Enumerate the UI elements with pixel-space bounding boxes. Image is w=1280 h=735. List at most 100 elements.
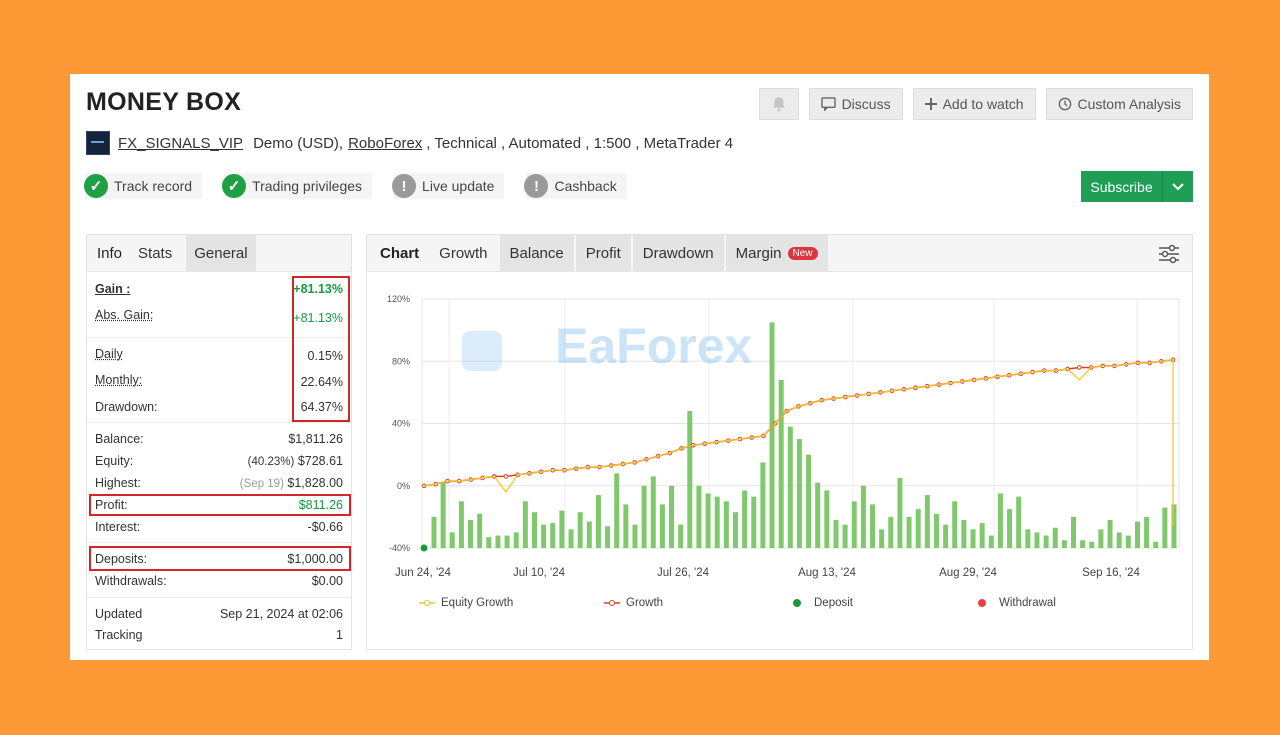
stat-highest: Highest: (Sep 19) $1,828.00 — [95, 476, 343, 490]
profit-bar — [888, 516, 894, 548]
divider — [87, 337, 351, 338]
profit-bar — [513, 532, 519, 548]
profit-bar — [1043, 535, 1049, 548]
growth-chart: 120% 80% 40% 0% -40% Jun 24, '24 Jul 10, '24 Ju… — [387, 294, 1180, 579]
stat-label[interactable]: Daily — [95, 347, 123, 361]
legend-equity-growth[interactable]: Equity Growth — [419, 597, 513, 609]
profit-bar — [1116, 532, 1122, 548]
tab-chart[interactable]: Chart — [380, 244, 420, 262]
owner-link[interactable]: FX_SIGNALS_VIP — [118, 134, 244, 152]
stat-interest: Interest: -$0.66 — [95, 520, 343, 534]
profit-bar — [449, 532, 455, 548]
profit-bar — [678, 524, 684, 548]
profit-bar — [705, 493, 711, 548]
profit-bar — [696, 485, 702, 548]
stat-value: $1,000.00 — [287, 552, 343, 566]
tab-stats[interactable]: Stats — [138, 244, 173, 262]
badge-label: Live update — [422, 178, 495, 194]
stat-label: Equity: — [95, 454, 134, 468]
watermark-logo — [462, 331, 502, 371]
subscribe-label: Subscribe — [1090, 178, 1153, 195]
broker-link[interactable]: RoboForex — [348, 134, 423, 152]
add-to-watch-label: Add to watch — [942, 96, 1024, 112]
tab-general[interactable]: General — [186, 235, 256, 271]
chart-settings-button[interactable] — [1158, 244, 1180, 269]
profit-bar — [541, 524, 547, 548]
stat-label: Drawdown: — [95, 400, 158, 414]
discuss-button[interactable]: Discuss — [808, 88, 903, 120]
subscribe-dropdown[interactable] — [1162, 171, 1193, 202]
profit-bar — [988, 535, 994, 548]
stat-tracking: Tracking 1 — [95, 628, 343, 642]
profit-bar — [687, 411, 693, 548]
profit-bar — [458, 501, 464, 548]
profit-bar — [468, 519, 474, 548]
highlight-gain-box — [292, 276, 350, 422]
profit-bar — [943, 524, 949, 548]
stat-balance: Balance: $1,811.26 — [95, 432, 343, 446]
profit-bar — [1162, 507, 1168, 548]
profit-bar — [915, 509, 921, 548]
stat-label[interactable]: Monthly: — [95, 373, 143, 387]
stat-highest-date: (Sep 19) — [239, 478, 284, 490]
profit-bar — [1153, 541, 1159, 548]
legend-growth[interactable]: Growth — [604, 597, 663, 609]
profit-bar — [1089, 541, 1095, 548]
tab-drawdown[interactable]: Drawdown — [632, 235, 724, 271]
stats-tabs: Info Stats General — [87, 235, 351, 272]
x-tick-label: Sep 16, '24 — [1082, 567, 1140, 579]
tab-profit[interactable]: Profit — [575, 235, 631, 271]
stat-value: 22.64% — [300, 375, 343, 389]
stat-withdrawals: Withdrawals: $0.00 — [95, 574, 343, 588]
tab-margin-label: Margin — [735, 244, 782, 262]
sliders-icon — [1159, 244, 1179, 264]
profit-bar — [1144, 516, 1150, 548]
stat-label: Balance: — [95, 432, 144, 446]
profit-bar — [495, 535, 501, 548]
profit-bar — [970, 529, 976, 548]
profit-bar — [522, 501, 528, 548]
stat-value: $811.26 — [298, 498, 343, 512]
profit-bar — [906, 516, 912, 548]
stat-value: -$0.66 — [307, 520, 343, 534]
custom-analysis-button[interactable]: Custom Analysis — [1045, 88, 1193, 120]
legend-label: Equity Growth — [441, 597, 514, 609]
tab-growth[interactable]: Growth — [439, 244, 488, 262]
profit-bar — [568, 529, 574, 548]
tab-balance[interactable]: Balance — [499, 235, 574, 271]
subscribe-button[interactable]: Subscribe — [1081, 171, 1193, 202]
profit-bar — [879, 529, 885, 548]
stat-label: Profit: — [95, 498, 128, 512]
signal-logo — [86, 131, 110, 155]
y-tick-label: 80% — [392, 356, 410, 366]
tab-info[interactable]: Info — [97, 244, 123, 262]
legend-deposit-marker — [793, 599, 801, 607]
profit-bar — [1125, 535, 1131, 548]
profit-bar — [1080, 540, 1086, 548]
profit-bar — [486, 537, 492, 548]
discuss-label: Discuss — [841, 96, 891, 112]
warning-icon: ! — [392, 174, 417, 198]
legend-deposit[interactable]: Deposit — [792, 597, 853, 609]
stat-label[interactable]: Gain : — [95, 282, 131, 296]
stats-panel: Info Stats General Gain : +81.13% Abs. Ga… — [86, 234, 352, 650]
tab-margin[interactable]: Margin New — [725, 235, 828, 271]
profit-bar — [477, 513, 483, 548]
profit-bar — [586, 521, 592, 548]
badge-track-record: ✓ Track record — [84, 173, 203, 199]
bell-icon — [772, 97, 785, 112]
stat-value: 1 — [336, 628, 343, 642]
account-type: Demo (USD), — [253, 134, 344, 152]
legend-withdrawal[interactable]: Withdrawal — [977, 597, 1056, 609]
notification-button[interactable] — [758, 88, 799, 120]
stat-value: Sep 21, 2024 at 02:06 — [219, 607, 343, 621]
profit-bar — [997, 493, 1003, 548]
stat-label[interactable]: Abs. Gain: — [95, 308, 154, 322]
add-to-watch-button[interactable]: Add to watch — [912, 88, 1036, 120]
x-tick-label: Aug 13, '24 — [798, 567, 856, 579]
signal-card: MONEY BOX Discuss Add to watch Custom An… — [70, 74, 1209, 660]
profit-bar — [623, 504, 629, 548]
profit-bar — [1107, 519, 1113, 548]
legend-label: Withdrawal — [999, 597, 1056, 609]
badge-cashback: ! Cashback — [524, 173, 627, 199]
